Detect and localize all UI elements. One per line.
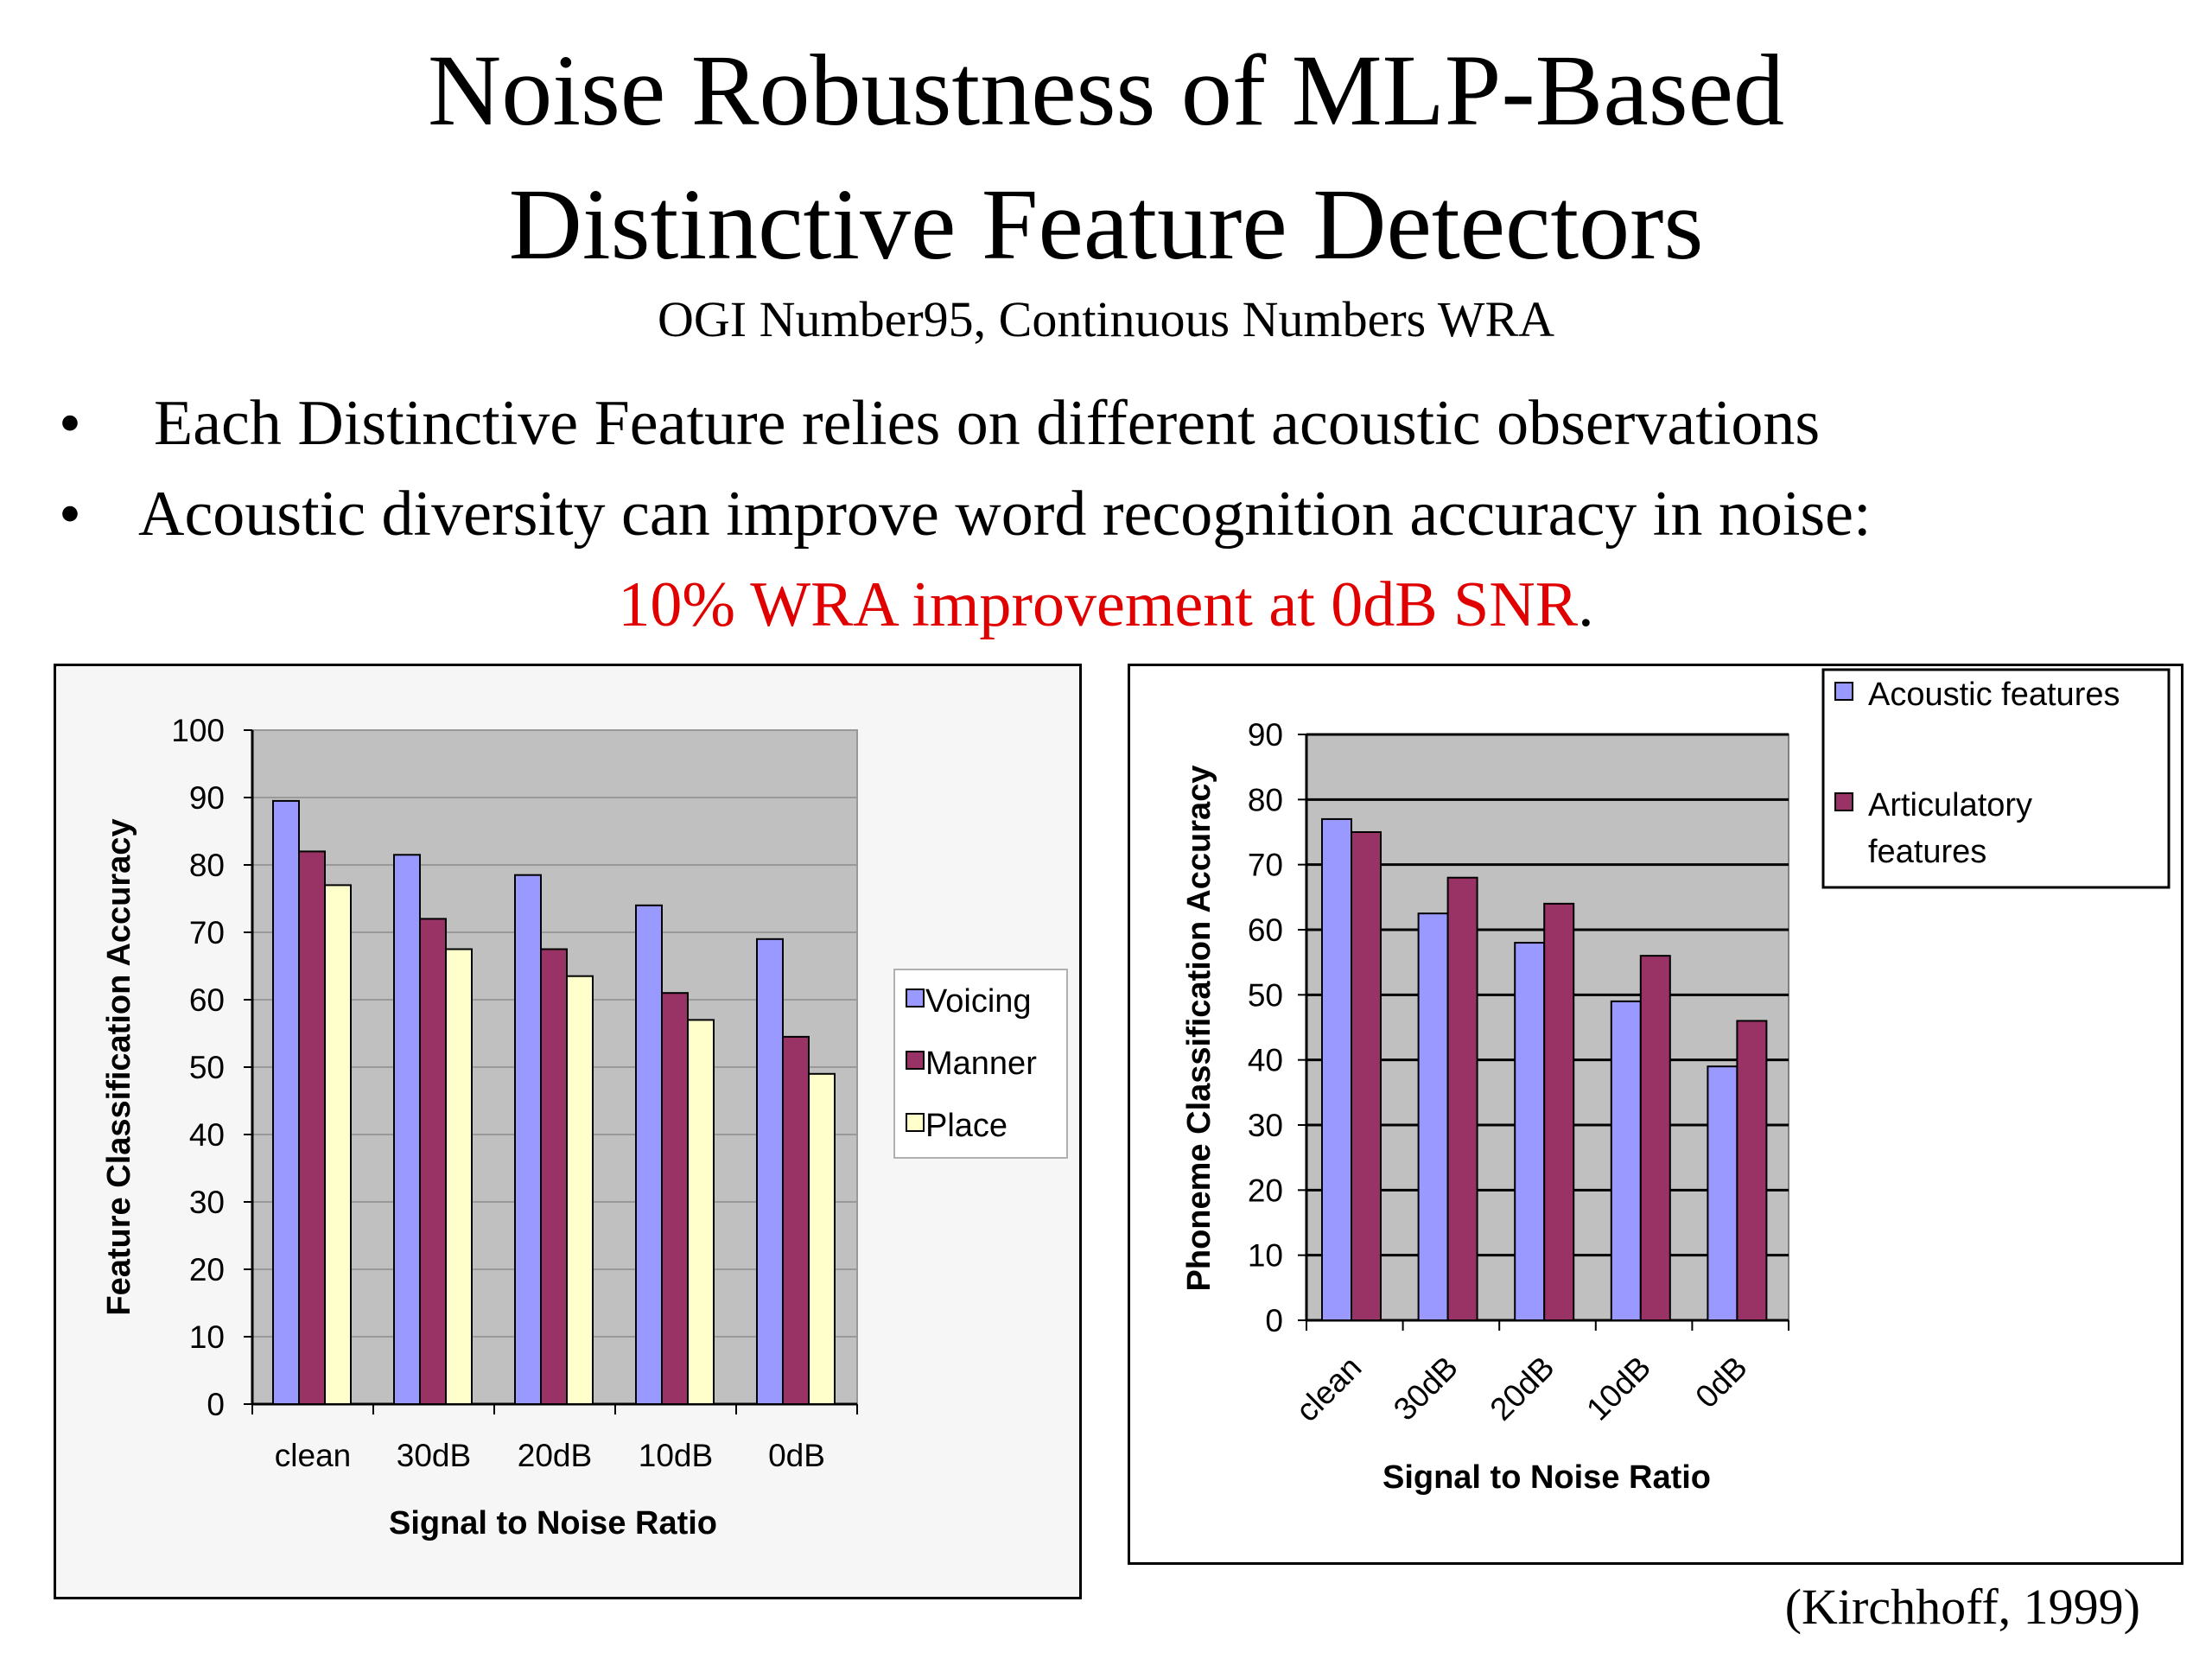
left-chart-bar-voicing-clean <box>272 799 300 1405</box>
left-chart-x-tick-label: 0dB <box>768 1438 825 1473</box>
right-chart-x-tick-label: clean <box>1289 1350 1369 1429</box>
left-chart-legend-swatch-manner <box>906 1051 925 1070</box>
right-chart-bar-acoustic-features-20db <box>1514 942 1546 1321</box>
left-chart-y-tick-label: 10 <box>189 1319 225 1355</box>
left-chart-y-tick-label: 20 <box>189 1252 225 1287</box>
right-chart-x-axis-title: Signal to Noise Ratio <box>1382 1459 1711 1496</box>
right-chart-y-tick-label: 40 <box>1248 1043 1283 1078</box>
left-chart-y-axis-title: Feature Classification Accuracy <box>101 818 137 1315</box>
left-chart-bar-manner-clean <box>298 850 326 1405</box>
left-chart-bar-place-20db <box>566 975 594 1405</box>
left-chart-legend-label-place: Place <box>925 1108 1007 1144</box>
left-chart-bar-voicing-10db <box>635 904 663 1406</box>
left-chart-bar-place-clean <box>324 884 352 1405</box>
right-chart-y-axis-title: Phoneme Classification Accuracy <box>1181 766 1217 1292</box>
right-chart-y-tick-label: 20 <box>1248 1173 1283 1208</box>
right-chart-bar-acoustic-features-clean <box>1321 817 1352 1321</box>
left-chart-legend-label-voicing: Voicing <box>925 983 1032 1020</box>
left-chart-bar-voicing-30db <box>393 854 421 1405</box>
bullet-1: Each Distinctive Feature relies on diffe… <box>154 388 1821 459</box>
left-chart-bar-place-10db <box>687 1019 715 1406</box>
slide-title-line-1: Noise Robustness of MLP-Based <box>427 34 1784 147</box>
left-chart-y-tick-label: 0 <box>207 1387 225 1422</box>
bullet-2: Acoustic diversity can improve word reco… <box>138 479 1872 550</box>
right-chart-y-tick-label: 50 <box>1248 977 1283 1013</box>
left-chart-y-tick-label: 70 <box>189 915 225 950</box>
bullet-symbol-1: • <box>59 388 81 459</box>
right-chart-x-tick-label: 10dB <box>1580 1350 1657 1427</box>
right-chart-legend-swatch-articulatory-features <box>1834 792 1853 811</box>
left-chart-y-tick-label: 30 <box>189 1185 225 1220</box>
right-chart-legend-swatch-acoustic-features <box>1834 682 1853 701</box>
right-chart-x-tick-label: 0dB <box>1688 1350 1754 1415</box>
left-chart-bar-voicing-0db <box>756 938 784 1406</box>
right-chart-x-tick-label: 20dB <box>1484 1350 1561 1427</box>
right-chart-legend-label-articulatory-features: Articulatory features <box>1868 787 2032 870</box>
left-chart-bar-voicing-20db <box>514 874 542 1405</box>
highlight-suffix: . <box>1578 569 1594 640</box>
right-chart-bar-articulatory-features-0db <box>1736 1020 1768 1321</box>
slide-subtitle: OGI Number95, Continuous Numbers WRA <box>657 291 1555 347</box>
right-chart-y-tick-label: 90 <box>1248 717 1283 753</box>
left-chart-bar-manner-30db <box>419 918 447 1405</box>
left-chart-y-tick-label: 80 <box>189 848 225 883</box>
left-chart-y-tick-label: 40 <box>189 1117 225 1153</box>
right-chart-y-tick-label: 60 <box>1248 912 1283 948</box>
left-chart-bar-manner-10db <box>661 992 689 1405</box>
right-chart-bar-articulatory-features-30db <box>1446 876 1478 1321</box>
right-chart-bar-articulatory-features-10db <box>1639 955 1671 1321</box>
right-chart-legend <box>1821 668 2171 889</box>
right-chart-y-tick-label: 30 <box>1248 1108 1283 1143</box>
left-chart-y-tick-label: 100 <box>171 713 225 748</box>
left-chart-bar-place-30db <box>445 948 473 1405</box>
right-chart-legend-label-line: Articulatory <box>1868 787 2032 823</box>
left-chart-x-tick-label: 10dB <box>639 1438 713 1473</box>
right-chart-y-tick-label: 0 <box>1265 1303 1283 1338</box>
right-chart-bar-articulatory-features-20db <box>1543 902 1575 1322</box>
left-chart-y-tick-label: 90 <box>189 780 225 816</box>
right-chart-bar-acoustic-features-10db <box>1610 1000 1642 1322</box>
left-chart-x-axis-title: Signal to Noise Ratio <box>389 1505 717 1541</box>
highlight-text: 10% WRA improvement at 0dB SNR <box>618 569 1579 640</box>
right-chart-y-tick-label: 10 <box>1248 1238 1283 1274</box>
left-chart-bar-place-0db <box>808 1072 836 1406</box>
right-chart-bar-acoustic-features-0db <box>1707 1065 1738 1321</box>
left-chart-y-tick-label: 50 <box>189 1050 225 1085</box>
bullet-symbol-2: • <box>59 479 81 550</box>
left-chart-x-tick-label: 30dB <box>397 1438 471 1473</box>
left-chart-x-tick-label: clean <box>275 1438 351 1473</box>
highlight-line: 10% WRA improvement at 0dB SNR. <box>0 566 2212 644</box>
left-chart-bar-manner-20db <box>540 948 568 1405</box>
slide-title-line-2: Distinctive Feature Detectors <box>508 168 1704 281</box>
right-chart-y-tick-label: 80 <box>1248 782 1283 817</box>
left-chart-x-tick-label: 20dB <box>518 1438 592 1473</box>
left-chart-y-tick-label: 60 <box>189 982 225 1018</box>
left-chart-bar-manner-0db <box>782 1035 810 1406</box>
right-chart-y-tick-label: 70 <box>1248 848 1283 883</box>
right-chart-legend-label-acoustic-features: Acoustic features <box>1868 677 2120 713</box>
right-chart-legend-label-line: features <box>1868 834 1986 870</box>
right-chart-x-tick-label: 30dB <box>1387 1350 1465 1427</box>
citation: (Kirchhoff, 1999) <box>1784 1579 2140 1635</box>
left-chart-legend-label-manner: Manner <box>925 1046 1037 1082</box>
right-chart-bar-articulatory-features-clean <box>1351 831 1382 1321</box>
left-chart-legend-swatch-place <box>906 1113 925 1132</box>
left-chart-legend-swatch-voicing <box>906 988 925 1007</box>
right-chart-bar-acoustic-features-30db <box>1417 912 1449 1321</box>
